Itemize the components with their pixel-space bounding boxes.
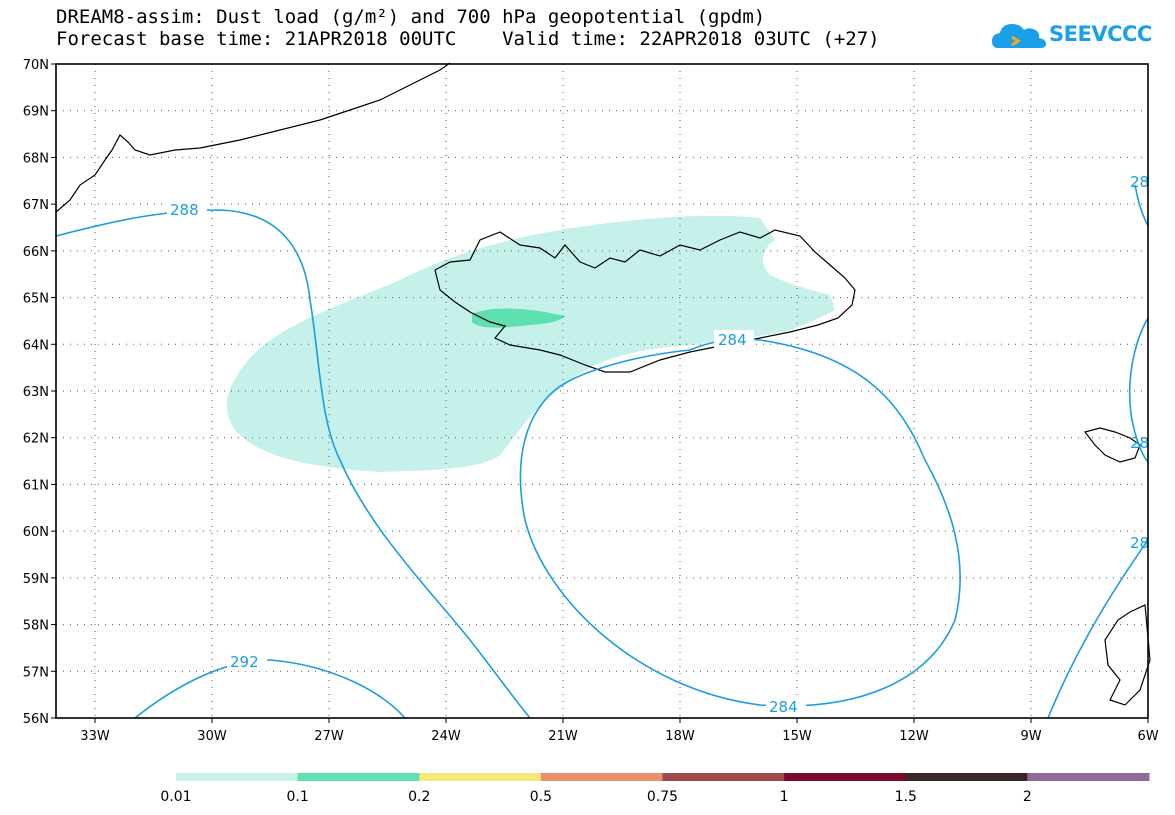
contour-right-low <box>1047 539 1149 719</box>
colorbar-label-1.5: 1.5 <box>895 789 917 805</box>
colorbar-segment-2 <box>419 773 542 781</box>
lon-label-15W: 15W <box>782 729 812 744</box>
lon-label-18W: 18W <box>665 729 695 744</box>
colorbar-segment-0 <box>176 773 299 781</box>
contour-label-288: 288 <box>170 201 199 219</box>
coastlines <box>55 62 1151 706</box>
contour-label-284-bottom: 284 <box>769 698 798 716</box>
colorbar-segment-1 <box>297 773 420 781</box>
iceland-coast <box>434 229 856 373</box>
lon-label-33W: 33W <box>80 729 110 744</box>
colorbar-label-0.01: 0.01 <box>160 789 191 805</box>
lat-label-62N: 62N <box>23 432 49 447</box>
lat-label-69N: 69N <box>23 105 49 120</box>
lat-label-57N: 57N <box>23 665 49 680</box>
contour-right-upper <box>1134 184 1149 227</box>
lat-label-56N: 56N <box>23 712 49 727</box>
colorbar-label-0.1: 0.1 <box>286 789 308 805</box>
colorbar-segment-5 <box>784 773 907 781</box>
colorbar-label-0.2: 0.2 <box>408 789 430 805</box>
lon-label-24W: 24W <box>431 729 461 744</box>
lat-label-63N: 63N <box>23 385 49 400</box>
longitude-axis: 33W 30W 27W 24W 21W 18W 15W 12W 9W 6W <box>80 718 1159 744</box>
map-grid <box>56 64 1148 718</box>
colorbar-segment-4 <box>662 773 785 781</box>
contour-292 <box>134 659 406 719</box>
lon-label-27W: 27W <box>314 729 344 744</box>
colorbar-label-2: 2 <box>1023 789 1032 805</box>
logo-text: SEEVCCC <box>1049 22 1152 46</box>
scotland-coast <box>1104 604 1151 706</box>
contour-right-mid <box>1128 317 1149 463</box>
colorbar-segment-3 <box>540 773 663 781</box>
cloud-icon <box>992 24 1046 48</box>
lat-label-60N: 60N <box>23 525 49 540</box>
lon-label-12W: 12W <box>899 729 929 744</box>
contour-label-292: 292 <box>230 653 259 671</box>
colorbar-segment-7 <box>1027 773 1150 781</box>
faroe-coast <box>1083 427 1141 463</box>
lat-label-58N: 58N <box>23 619 49 634</box>
lat-label-59N: 59N <box>23 572 49 587</box>
lat-label-68N: 68N <box>23 151 49 166</box>
contour-label-right-3: 28 <box>1130 534 1149 552</box>
lat-label-65N: 65N <box>23 292 49 307</box>
map-subtitle: Forecast base time: 21APR2018 00UTC Vali… <box>56 28 880 50</box>
dust-area-low <box>226 215 836 472</box>
colorbar-segment-6 <box>905 773 1028 781</box>
lon-label-21W: 21W <box>548 729 578 744</box>
lat-label-66N: 66N <box>23 245 49 260</box>
lat-label-61N: 61N <box>23 478 49 493</box>
greenland-coast <box>55 62 451 213</box>
contour-label-right-1: 28 <box>1130 173 1149 191</box>
contour-labels: 288 284 284 292 28 28 28 <box>167 173 1149 716</box>
lat-label-67N: 67N <box>23 198 49 213</box>
lon-label-9W: 9W <box>1020 729 1041 744</box>
contour-284 <box>519 338 961 707</box>
colorbar-label-1: 1 <box>780 789 789 805</box>
lon-label-6W: 6W <box>1137 729 1158 744</box>
contour-label-284-top: 284 <box>718 331 747 349</box>
colorbar-label-0.5: 0.5 <box>530 789 552 805</box>
lat-label-70N: 70N <box>23 58 49 73</box>
colorbar: 0.01 0.1 0.2 0.5 0.75 1 1.5 2 <box>160 773 1150 805</box>
colorbar-label-0.75: 0.75 <box>647 789 678 805</box>
contour-label-right-2: 28 <box>1130 434 1149 452</box>
map-title: DREAM8-assim: Dust load (g/m²) and 700 h… <box>56 6 766 28</box>
latitude-axis: 70N 69N 68N 67N 66N 65N 64N 63N 62N 61N 60N 59N 58N 5… <box>23 58 56 727</box>
lat-label-64N: 64N <box>23 338 49 353</box>
lon-label-30W: 30W <box>197 729 227 744</box>
geopotential-contours <box>55 184 1149 719</box>
